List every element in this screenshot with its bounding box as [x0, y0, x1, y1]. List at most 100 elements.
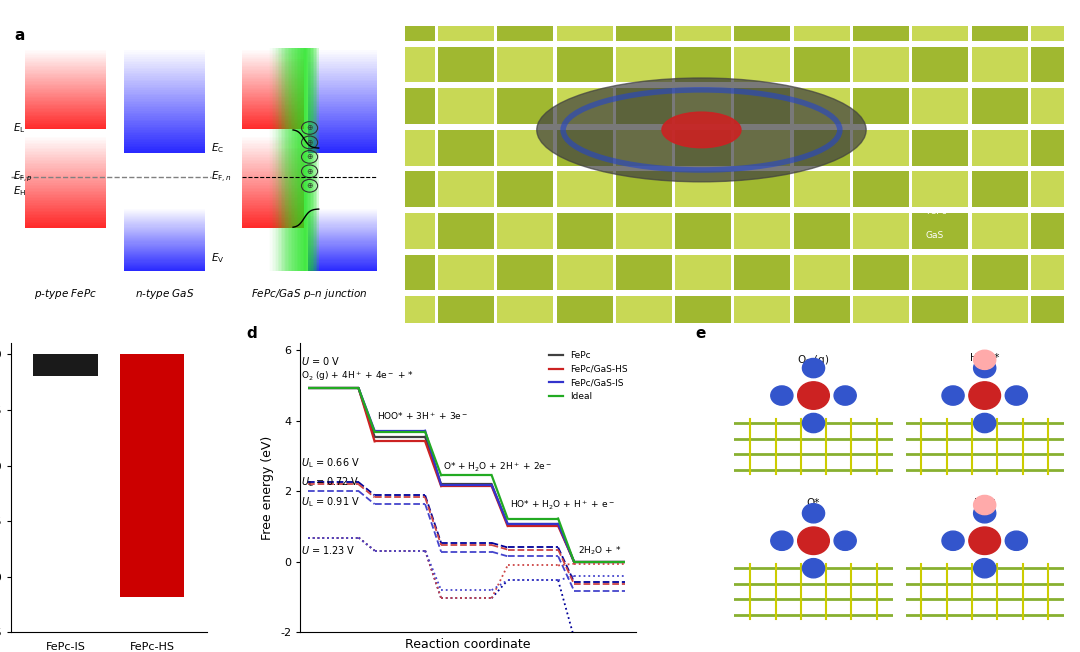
Bar [438, 130, 494, 166]
Bar [242, 82, 305, 83]
Bar [675, 5, 731, 41]
Bar [438, 213, 494, 248]
Bar [278, 48, 293, 271]
Bar [282, 48, 297, 271]
Bar [242, 147, 305, 149]
Text: $E_{\mathrm{H}}$: $E_{\mathrm{H}}$ [13, 185, 26, 198]
Bar [308, 216, 377, 217]
Bar [913, 5, 969, 41]
Bar [308, 108, 377, 109]
Bar [242, 63, 305, 65]
Bar [308, 126, 377, 128]
Bar [242, 222, 305, 223]
Bar [124, 231, 205, 232]
Bar [972, 89, 1027, 124]
Bar [308, 215, 377, 216]
Bar [124, 220, 205, 221]
Bar [242, 119, 305, 120]
Bar [853, 47, 909, 82]
Bar [279, 48, 294, 271]
Text: c: c [406, 28, 416, 43]
Bar [308, 248, 377, 249]
Bar [26, 215, 106, 217]
Bar [616, 89, 672, 124]
Bar [438, 5, 494, 41]
Bar [124, 149, 205, 151]
Bar [242, 135, 305, 137]
Bar [124, 243, 205, 244]
Bar [675, 296, 731, 332]
Bar [289, 48, 305, 271]
Bar [308, 241, 377, 243]
Bar [308, 222, 377, 224]
Text: HOO*: HOO* [970, 353, 999, 363]
Bar [124, 64, 205, 66]
Bar [616, 130, 672, 166]
Bar [124, 145, 205, 147]
Bar [1030, 213, 1080, 248]
Bar [242, 192, 305, 194]
Bar [26, 146, 106, 147]
Bar [242, 155, 305, 156]
Bar [242, 53, 305, 54]
Bar [734, 89, 791, 124]
Bar [242, 171, 305, 172]
Bar [124, 114, 205, 116]
Bar [124, 270, 205, 271]
Bar [242, 183, 305, 185]
Bar [913, 130, 969, 166]
Bar [242, 123, 305, 124]
Bar [308, 94, 377, 95]
Bar [26, 194, 106, 196]
Bar [1030, 296, 1080, 332]
Bar [124, 48, 205, 50]
Bar [913, 296, 969, 332]
Text: HO*: HO* [974, 498, 996, 508]
Bar [308, 100, 377, 102]
Bar [308, 220, 377, 221]
Bar [26, 73, 106, 74]
Bar [26, 93, 106, 95]
Bar [556, 89, 612, 124]
Bar [242, 179, 305, 180]
Bar [308, 259, 377, 260]
Bar [242, 145, 305, 146]
Bar [497, 89, 553, 124]
Bar [794, 171, 850, 207]
Text: 2H$_2$O + *: 2H$_2$O + * [578, 544, 621, 557]
Bar [308, 69, 377, 71]
Bar [308, 55, 377, 57]
Bar [308, 218, 377, 219]
Bar [734, 130, 791, 166]
Bar [124, 113, 205, 114]
Circle shape [834, 386, 856, 405]
Bar [124, 217, 205, 218]
Bar [124, 239, 205, 241]
Bar [853, 171, 909, 207]
Bar [242, 141, 305, 143]
Circle shape [798, 527, 829, 554]
Bar [124, 151, 205, 153]
Bar [242, 77, 305, 78]
Bar [308, 209, 377, 211]
Bar [308, 246, 377, 248]
Bar [124, 123, 205, 125]
Bar [26, 112, 106, 113]
Bar [26, 108, 106, 109]
Bar [242, 62, 305, 63]
Bar [308, 254, 377, 255]
Text: $p$-type FePc: $p$-type FePc [35, 287, 97, 301]
Bar [242, 180, 305, 181]
Bar [438, 296, 494, 332]
Bar [308, 144, 377, 145]
Bar [124, 125, 205, 126]
Bar [124, 147, 205, 149]
Bar [734, 5, 791, 41]
Bar [242, 190, 305, 192]
Bar [242, 154, 305, 155]
Bar [272, 48, 286, 271]
Bar [794, 5, 850, 41]
Bar [301, 48, 315, 271]
Bar [281, 48, 295, 271]
Bar [294, 48, 309, 271]
